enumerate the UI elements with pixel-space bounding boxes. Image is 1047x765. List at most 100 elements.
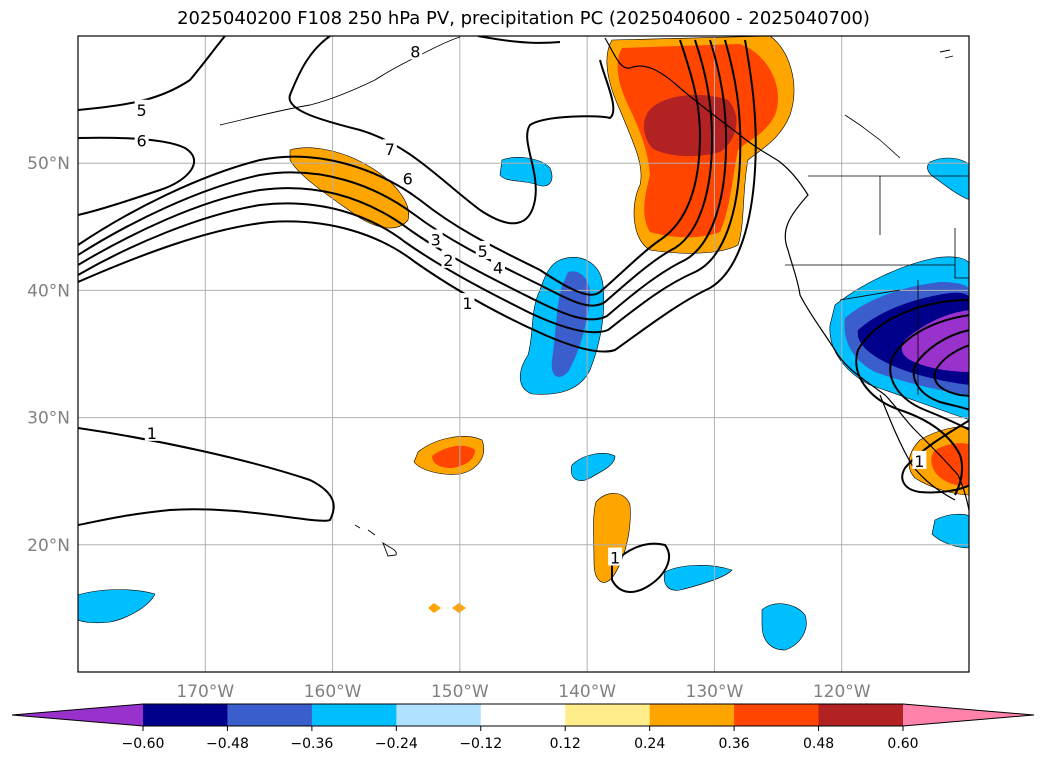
precip-area xyxy=(643,94,737,157)
pv-contour xyxy=(933,344,969,397)
pv-contour xyxy=(288,36,615,225)
colorbar-tick-label: 0.36 xyxy=(719,736,750,752)
colorbar-extend-max xyxy=(903,704,1034,726)
contour-label: 1 xyxy=(914,452,924,471)
precip-area xyxy=(931,513,969,549)
colorbar-extend-min xyxy=(12,704,143,726)
coastline xyxy=(604,37,969,514)
precip-area xyxy=(570,453,616,481)
colorbar-segment xyxy=(480,704,566,726)
colorbar-tick-label: 0.24 xyxy=(634,736,665,752)
contour-label-gap xyxy=(400,168,415,187)
contour-label-gap xyxy=(428,229,443,248)
colorbar-tick-label: 0.48 xyxy=(803,736,834,752)
contour-label-gap xyxy=(382,139,397,158)
coastline xyxy=(354,524,397,557)
colorbar-tick-label: −0.12 xyxy=(459,736,502,752)
latitude-labels: 50°N 40°N 30°N 20°N xyxy=(27,154,70,556)
pv-contour xyxy=(855,299,969,496)
lat-tick-label: 50°N xyxy=(27,154,70,174)
border xyxy=(844,114,901,159)
precip-area xyxy=(901,310,969,372)
contour-label: 3 xyxy=(431,231,441,250)
contour-label-gap xyxy=(491,257,506,276)
contour-label-gap xyxy=(460,293,475,312)
colorbar-tick-label: −0.48 xyxy=(206,736,249,752)
lon-tick-label: 130°W xyxy=(686,682,744,702)
pv-contour xyxy=(78,36,226,111)
contour-label: 2 xyxy=(443,251,453,270)
precip-area xyxy=(927,157,969,200)
pv-contour xyxy=(912,329,969,411)
map-frame xyxy=(77,35,970,673)
contour-label-gap xyxy=(475,240,490,259)
country-borders xyxy=(785,114,969,395)
pv-contour xyxy=(78,39,702,296)
pv-contour xyxy=(901,419,969,494)
colorbar-tick-label: 0.12 xyxy=(550,736,581,752)
precip-area xyxy=(551,271,591,377)
lat-tick-label: 30°N xyxy=(27,409,70,429)
lat-tick-label: 40°N xyxy=(27,281,70,301)
gridlines xyxy=(78,36,969,672)
contour-label: 5 xyxy=(478,242,488,261)
pv-contours xyxy=(78,36,969,593)
colorbar-segment xyxy=(311,704,397,726)
colorbar: −0.60 −0.48 −0.36 −0.24 −0.12 0.12 0.24 0.36 0.4… xyxy=(11,703,1035,752)
colorbar-tick-label: −0.36 xyxy=(290,736,333,752)
precip-area xyxy=(78,589,156,624)
contour-label-gap xyxy=(441,249,456,268)
colorbar-segment xyxy=(227,704,313,726)
contour-label: 4 xyxy=(493,259,503,278)
precip-area xyxy=(452,603,466,613)
border xyxy=(785,176,969,395)
pv-contour xyxy=(78,427,335,526)
contour-label-gap xyxy=(134,99,149,118)
colorbar-segment xyxy=(649,704,735,726)
precip-area xyxy=(289,147,409,229)
contour-label: 5 xyxy=(137,101,147,120)
pv-contour xyxy=(78,136,196,216)
colorbar-segment xyxy=(396,704,482,726)
coastline xyxy=(219,36,461,126)
lat-tick-label: 20°N xyxy=(27,536,70,556)
pv-contour xyxy=(78,39,757,353)
lon-tick-label: 140°W xyxy=(558,682,616,702)
contour-label-gap xyxy=(144,422,159,441)
lon-tick-label: 170°W xyxy=(176,682,234,702)
colorbar-tick-label: −0.24 xyxy=(375,736,418,752)
precip-area xyxy=(761,603,807,651)
precipitation-shading xyxy=(78,36,969,651)
contour-label-gap xyxy=(408,41,423,60)
lon-tick-label: 150°W xyxy=(431,682,489,702)
pv-contour xyxy=(78,39,728,321)
colorbar-segment xyxy=(734,704,820,726)
contour-label: 6 xyxy=(137,131,147,150)
lon-tick-label: 160°W xyxy=(304,682,362,702)
pv-contour xyxy=(477,36,561,44)
contour-label: 8 xyxy=(410,42,420,61)
precip-area xyxy=(499,157,553,187)
chart-title: 2025040200 F108 250 hPa PV, precipitatio… xyxy=(177,8,870,29)
pv-contour xyxy=(611,542,670,593)
contour-label: 1 xyxy=(462,294,472,313)
contour-label: 1 xyxy=(147,424,157,443)
lon-tick-label: 120°W xyxy=(813,682,871,702)
colorbar-segment xyxy=(565,704,651,726)
precip-area xyxy=(432,445,475,468)
contour-label: 6 xyxy=(403,169,413,188)
colorbar-tick-label: 0.60 xyxy=(887,736,918,752)
longitude-labels: 170°W 160°W 150°W 140°W 130°W 120°W xyxy=(176,682,870,702)
colorbar-segment xyxy=(143,704,228,726)
contour-label: 7 xyxy=(385,140,395,159)
pv-contour xyxy=(78,39,742,334)
colorbar-tick-label: −0.60 xyxy=(122,736,165,752)
contour-label-gap xyxy=(912,450,927,469)
map-background xyxy=(78,36,969,672)
colorbar-segment xyxy=(818,704,904,726)
pv-contour xyxy=(78,39,714,307)
contour-label-gap xyxy=(608,547,623,566)
